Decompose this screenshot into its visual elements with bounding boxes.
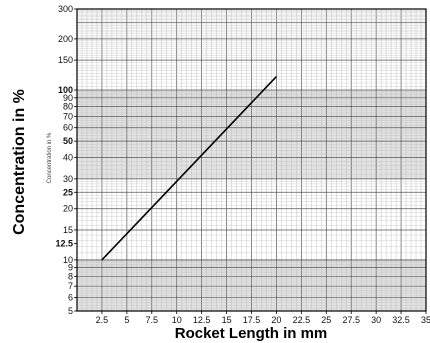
x-tick-label: 35 xyxy=(421,315,430,325)
x-tick-label: 10 xyxy=(172,315,182,325)
x-tick-label: 17.5 xyxy=(243,315,261,325)
x-tick-label: 25 xyxy=(321,315,331,325)
y-axis-label: Concentration in % xyxy=(11,89,28,235)
y-tick-label: 80 xyxy=(63,101,73,111)
y-tick-label: 7 xyxy=(68,281,73,291)
y-tick-label: 300 xyxy=(58,4,73,14)
y-ticks: 3002001501009080706050403025201512.51098… xyxy=(55,4,77,316)
y-tick-label: 20 xyxy=(63,204,73,214)
x-tick-label: 12.5 xyxy=(193,315,211,325)
x-tick-label: 15 xyxy=(222,315,232,325)
x-ticks: 2.5 5 7.5 10 12.5 15 17.5 20 22.5 25 27.5 30 32.5 35 xyxy=(96,311,430,325)
y-tick-label: 30 xyxy=(63,174,73,184)
y-tick-label: 40 xyxy=(63,153,73,163)
x-tick-label: 7.5 xyxy=(146,315,159,325)
y-tick-label: 6 xyxy=(68,293,73,303)
x-tick-label: 32.5 xyxy=(392,315,410,325)
inner-y-axis-label: Concentration in % xyxy=(47,132,53,183)
y-tick-label: 60 xyxy=(63,123,73,133)
y-tick-label: 50 xyxy=(63,136,73,146)
x-axis-label: Rocket Length in mm xyxy=(175,325,328,342)
x-tick-label: 2.5 xyxy=(96,315,109,325)
x-tick-label: 5 xyxy=(124,315,129,325)
y-tick-label: 15 xyxy=(63,225,73,235)
x-tick-label: 22.5 xyxy=(293,315,311,325)
y-tick-label: 150 xyxy=(58,55,73,65)
x-tick-label: 20 xyxy=(271,315,281,325)
y-tick-label: 25 xyxy=(63,187,73,197)
y-tick-label: 12.5 xyxy=(55,238,73,248)
y-tick-label: 8 xyxy=(68,271,73,281)
x-tick-label: 27.5 xyxy=(342,315,360,325)
y-tick-label: 5 xyxy=(68,306,73,316)
x-tick-label: 30 xyxy=(371,315,381,325)
y-tick-label: 200 xyxy=(58,34,73,44)
y-tick-label: 70 xyxy=(63,111,73,121)
